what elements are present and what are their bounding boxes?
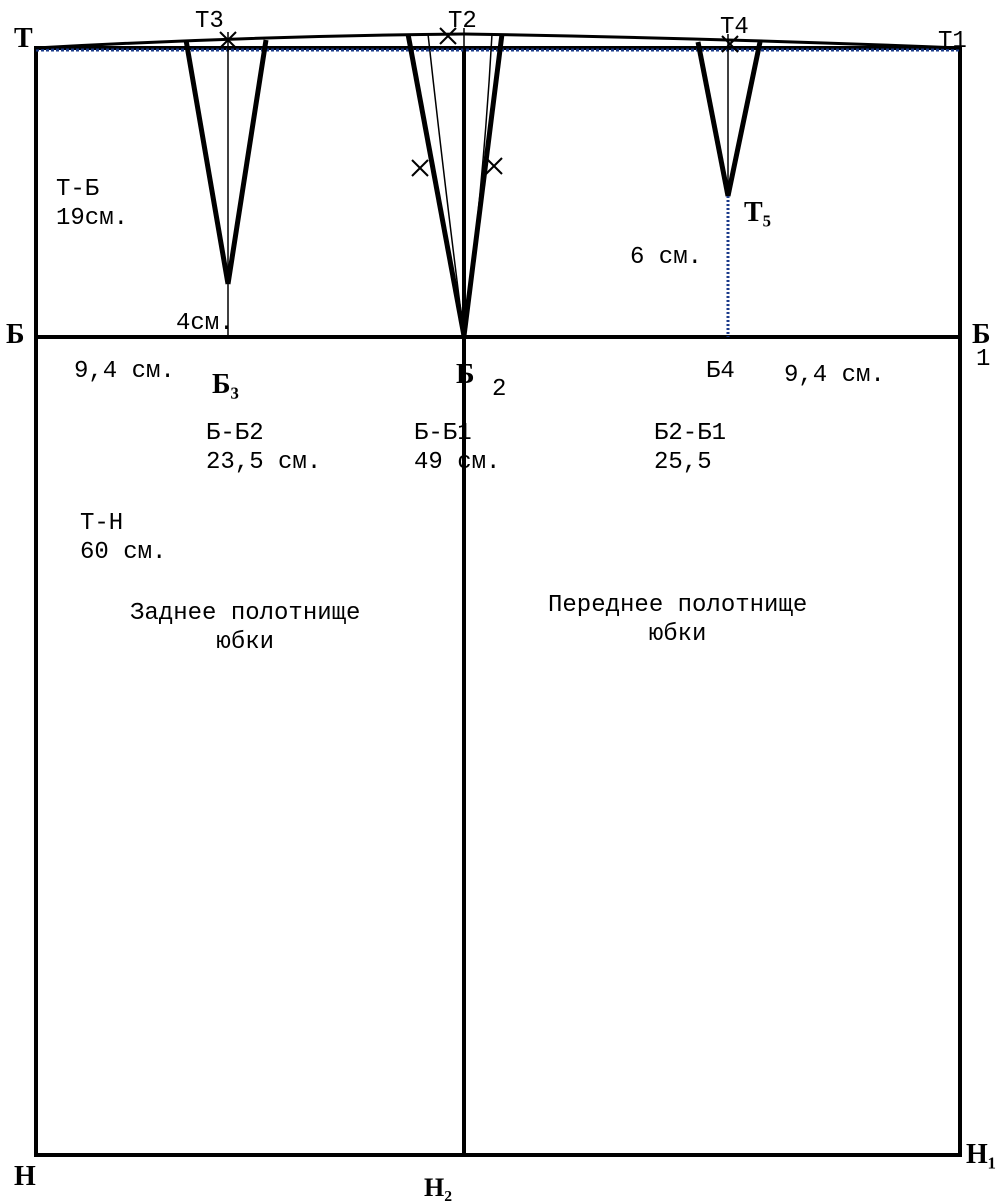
label-point-H: Н xyxy=(14,1160,36,1194)
label-point-T2: Т2 xyxy=(448,8,477,37)
label-point-T3: Т3 xyxy=(195,8,224,37)
label-anno-back: Заднее полотнище юбки xyxy=(130,600,360,658)
label-point-B4: Б4 xyxy=(706,358,735,387)
label-anno-bb2: Б-Б2 23,5 см. xyxy=(206,420,321,478)
label-anno-bb1: Б-Б1 49 см. xyxy=(414,420,500,478)
label-point-B3: Б₃ xyxy=(212,368,239,402)
label-anno-d4: 4см. xyxy=(176,310,234,339)
label-point-H1: Н₁ xyxy=(966,1138,996,1172)
label-point-H2: Н₂ xyxy=(424,1172,452,1203)
label-anno-front: Переднее полотнище юбки xyxy=(548,592,807,650)
label-point-T1: Т1 xyxy=(938,28,967,57)
label-anno-d94b: 9,4 см. xyxy=(784,362,885,391)
label-anno-tb: Т-Б 19см. xyxy=(56,176,128,234)
label-point-B1s: 1 xyxy=(976,346,990,375)
label-point-B2: Б xyxy=(456,358,475,392)
skirt-pattern-diagram: ТТ1Т2Т3Т4Т₅ББ1Б2Б₃Б4НН₁Н₂Т-Б 19см.4см.9,… xyxy=(0,0,1005,1200)
label-point-B: Б xyxy=(6,318,25,352)
label-point-T4: Т4 xyxy=(720,14,749,43)
label-anno-d94a: 9,4 см. xyxy=(74,358,175,387)
label-anno-d6: 6 см. xyxy=(630,244,702,273)
label-point-T: Т xyxy=(14,22,33,56)
label-point-T5: Т₅ xyxy=(744,196,771,230)
label-anno-tn: Т-Н 60 см. xyxy=(80,510,166,568)
label-point-B2s: 2 xyxy=(492,376,506,405)
label-anno-b2b1: Б2-Б1 25,5 xyxy=(654,420,726,478)
